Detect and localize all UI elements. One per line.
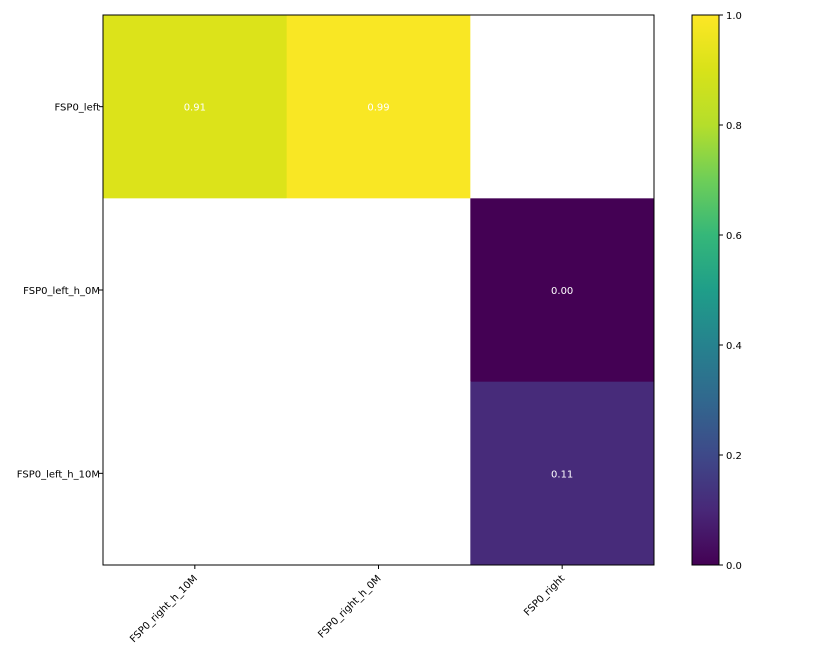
cell-value-label: 0.11 xyxy=(551,469,573,480)
cell-value-label: 0.99 xyxy=(367,103,389,114)
heatmap-cell-r2-c0 xyxy=(103,381,288,566)
colorbar-tick-label: 0.8 xyxy=(726,121,742,132)
colorbar-frame xyxy=(691,14,720,566)
y-tick-label: FSP0_left_h_10M xyxy=(17,469,100,480)
colorbar-tick-label: 1.0 xyxy=(726,11,742,22)
colorbar-tick-label: 0.4 xyxy=(726,341,742,352)
x-tick-label: FSP0_right_h_10M xyxy=(128,573,200,645)
heatmap-cells xyxy=(103,15,655,566)
cell-value-label: 0.91 xyxy=(184,103,206,114)
colorbar-ticks: 0.0 0.2 0.4 0.6 0.8 1.0 xyxy=(719,11,742,572)
heatmap-cell-r0-c0 xyxy=(103,15,288,199)
x-axis-ticks: FSP0_right_h_10M FSP0_right_h_0M FSP0_righ… xyxy=(128,565,567,645)
y-tick-label: FSP0_left xyxy=(54,103,100,114)
y-tick-label: FSP0_left_h_0M xyxy=(23,286,100,297)
colorbar-tick-label: 0.0 xyxy=(726,561,742,572)
heatmap-cell-r0-c2 xyxy=(470,15,655,199)
colorbar-tick-label: 0.6 xyxy=(726,231,742,242)
heatmap-cell-r0-c1 xyxy=(286,15,471,199)
cell-value-label: 0.00 xyxy=(551,286,573,297)
x-tick-label: FSP0_right xyxy=(522,573,567,618)
heatmap-cell-r1-c2 xyxy=(470,198,655,383)
colorbar xyxy=(691,14,720,566)
y-axis-ticks: FSP0_left FSP0_left_h_0M FSP0_left_h_10M xyxy=(17,103,103,480)
heatmap-cell-r1-c0 xyxy=(103,198,288,383)
heatmap-cell-labels: 0.91 0.99 0.00 0.11 xyxy=(184,103,574,481)
heatmap-cell-r2-c2 xyxy=(470,381,655,566)
heatmap-cell-r1-c1 xyxy=(286,198,471,383)
colorbar-tick-label: 0.2 xyxy=(726,451,742,462)
x-tick-label: FSP0_right_h_0M xyxy=(316,573,383,640)
heatmap-cell-r2-c1 xyxy=(286,381,471,566)
colorbar-gradient xyxy=(692,15,719,565)
